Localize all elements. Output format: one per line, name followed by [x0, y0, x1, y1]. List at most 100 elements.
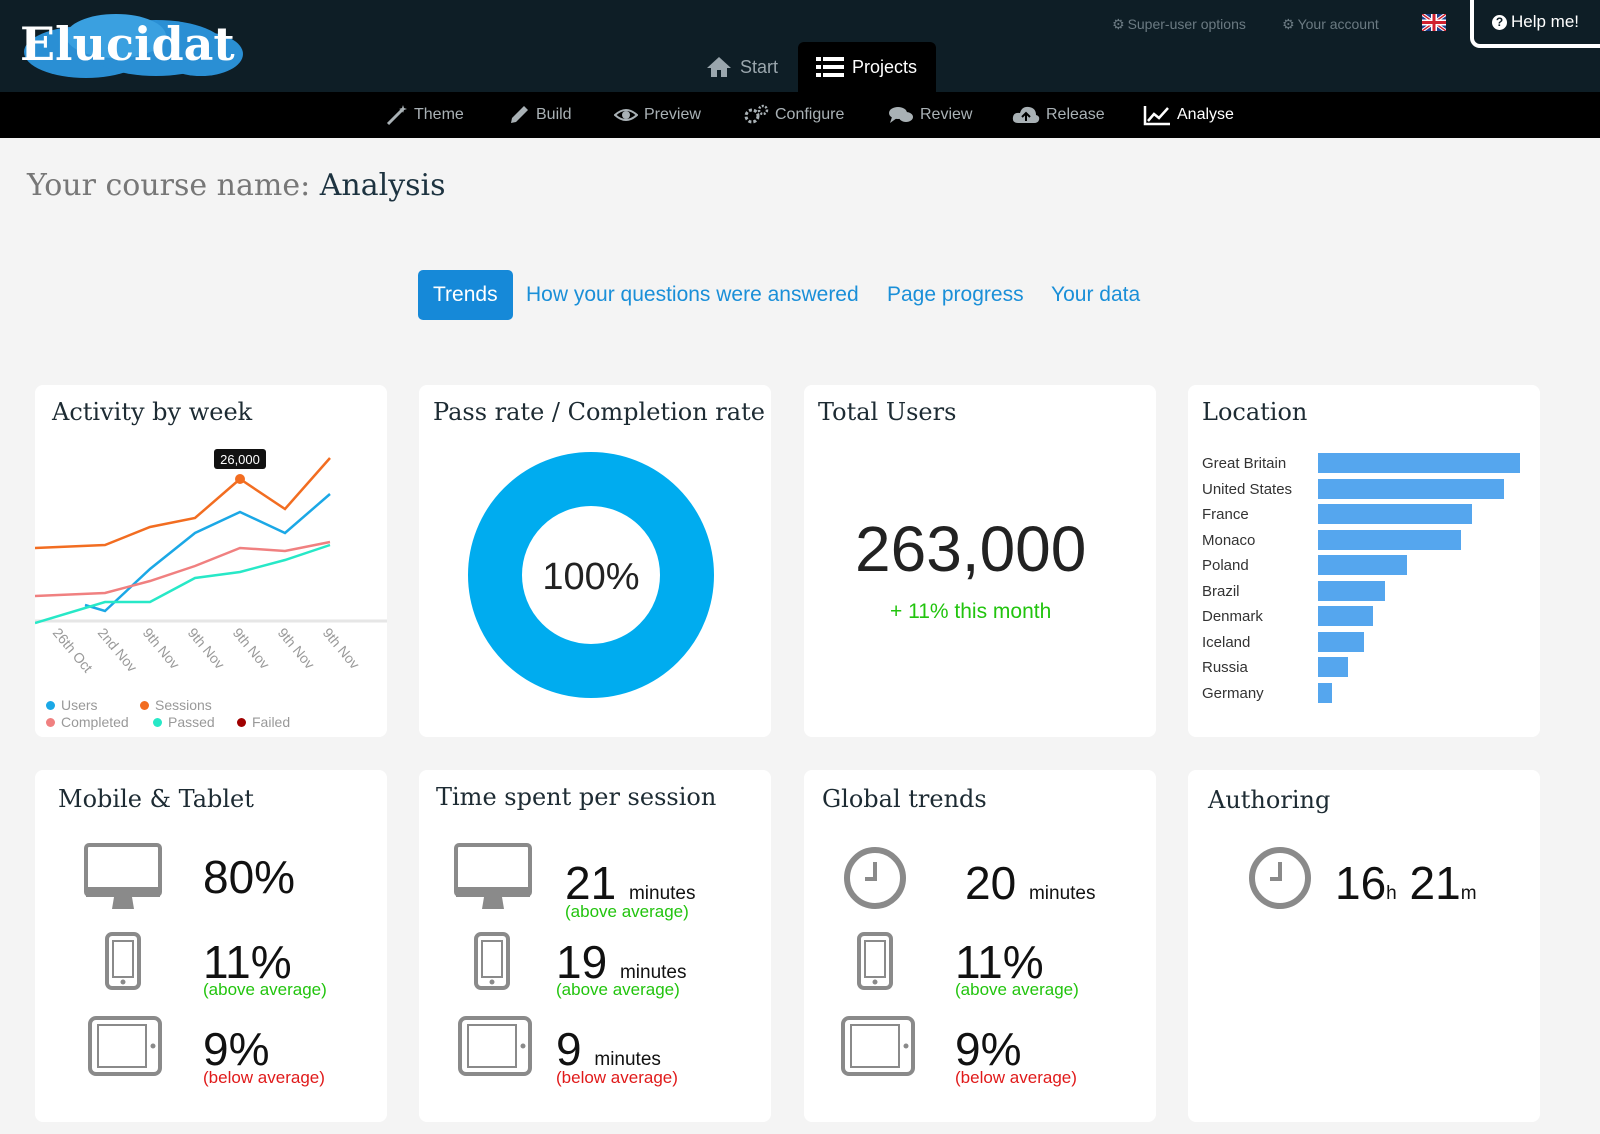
legend-sessions[interactable]: Sessions [140, 697, 212, 713]
total-users-card [804, 385, 1156, 737]
legend-dot [153, 718, 162, 727]
nav-configure[interactable]: Configure [743, 92, 844, 138]
tablet-icon [841, 1016, 915, 1076]
authoring-title: Authoring [1208, 786, 1331, 814]
nav-preview[interactable]: Preview [614, 92, 701, 138]
mobile-phone-value: 11% [203, 936, 292, 988]
gear-icon: ⚙ [1112, 16, 1125, 32]
line-chart-icon [1143, 106, 1170, 126]
tab-questions-answered[interactable]: How your questions were answered [526, 283, 859, 306]
mobile-tablet-title: Mobile & Tablet [58, 785, 254, 813]
pass-rate-title: Pass rate / Completion rate [433, 398, 765, 426]
home-icon [707, 57, 731, 77]
time-spent-title: Time spent per session [436, 783, 717, 811]
cloud-upload-icon [1012, 106, 1040, 123]
nav-analyse[interactable]: Analyse [1143, 92, 1234, 138]
svg-text:Elucidat: Elucidat [20, 17, 235, 71]
location-label: Iceland [1202, 633, 1251, 651]
location-bar[interactable] [1318, 606, 1373, 626]
global-time-value: 20 minutes [965, 857, 1096, 909]
help-button[interactable]: ? Help me! [1470, 0, 1600, 48]
series-line-sessions[interactable] [35, 457, 331, 550]
tab-start[interactable]: Start [688, 42, 796, 92]
total-users-change: + 11% this month [890, 600, 1052, 623]
legend-completed[interactable]: Completed [46, 714, 153, 730]
phone-icon [105, 932, 141, 990]
location-bar[interactable] [1318, 504, 1472, 524]
nav-theme[interactable]: Theme [386, 92, 464, 138]
location-bar[interactable] [1318, 580, 1385, 601]
location-bar[interactable] [1318, 453, 1520, 473]
nav-review[interactable]: Review [888, 92, 972, 138]
desktop-icon [84, 843, 162, 909]
mobile-tablet-card [35, 770, 387, 1122]
time-desktop-note: (above average) [565, 902, 689, 921]
legend-passed[interactable]: Passed [153, 714, 237, 730]
tooltip-box [214, 449, 266, 469]
tab-your-data[interactable]: Your data [1051, 283, 1141, 306]
location-bar[interactable] [1318, 555, 1407, 575]
question-icon: ? [1492, 15, 1507, 30]
location-bar[interactable] [1318, 478, 1504, 499]
phone-icon [857, 932, 893, 990]
legend-users[interactable]: Users [46, 697, 140, 713]
clock-icon [1249, 847, 1311, 909]
page-title: Your course name: Analysis [27, 168, 446, 203]
nav-release[interactable]: Release [1012, 92, 1105, 138]
clock-icon [844, 847, 906, 909]
location-label: Monaco [1202, 531, 1256, 549]
x-tick-label: 2nd Nov [95, 625, 141, 675]
location-label: Germany [1202, 684, 1264, 702]
donut-value: 100% [542, 556, 639, 598]
legend-failed[interactable]: Failed [237, 714, 290, 730]
elucidat-logo[interactable]: Elucidat [16, 8, 246, 80]
global-tablet-note: (below average) [955, 1068, 1077, 1087]
global-phone-value: 11% [955, 936, 1044, 988]
phone-icon [474, 932, 510, 990]
time-phone-value: 19 minutes [556, 936, 687, 988]
location-bar[interactable] [1318, 529, 1462, 550]
legend-dot [46, 718, 55, 727]
location-label: Poland [1202, 557, 1249, 574]
tab-trends[interactable]: Trends [418, 270, 513, 320]
series-line-completed[interactable] [35, 540, 331, 598]
tablet-icon [88, 1016, 162, 1076]
mobile-tablet-value: 9% [203, 1023, 270, 1075]
x-tick-label: 9th Nov [185, 625, 228, 672]
nav-build[interactable]: Build [508, 92, 572, 138]
location-label: Brazil [1202, 582, 1240, 600]
x-tick-label: 9th Nov [140, 625, 183, 672]
total-users-value: 263,000 [855, 513, 1087, 585]
mobile-phone-note: (above average) [203, 980, 327, 999]
series-line-users[interactable] [84, 493, 331, 613]
global-tablet-value: 9% [955, 1023, 1022, 1075]
x-tick-label: 9th Nov [275, 625, 318, 672]
tablet-icon [458, 1016, 532, 1076]
global-trends-card [804, 770, 1156, 1122]
location-title: Location [1202, 398, 1308, 426]
time-phone-note: (above average) [556, 980, 680, 999]
series-line-passed[interactable] [35, 543, 331, 625]
legend-dot [46, 701, 55, 710]
time-tablet-note: (below average) [556, 1068, 678, 1087]
location-bar[interactable] [1318, 631, 1365, 652]
location-bar[interactable] [1318, 657, 1349, 677]
total-users-title: Total Users [818, 398, 957, 426]
desktop-icon [454, 843, 532, 909]
mobile-tablet-note: (below average) [203, 1068, 325, 1087]
time-desktop-value: 21 minutes [565, 857, 696, 909]
gears-icon [744, 104, 769, 124]
activity-legend: Users Sessions Completed Passed Failed [46, 697, 290, 730]
tab-projects[interactable]: Projects [798, 42, 936, 92]
comments-icon [889, 107, 913, 123]
super-user-options-link[interactable]: ⚙ Super-user options [1112, 16, 1246, 32]
x-tick-label: 9th Nov [320, 625, 363, 672]
highlight-point[interactable] [235, 474, 245, 484]
location-bar[interactable] [1318, 682, 1333, 703]
tooltip-value: 26,000 [220, 452, 260, 467]
your-account-link[interactable]: ⚙ Your account [1282, 16, 1379, 32]
uk-flag-icon[interactable] [1422, 14, 1446, 31]
tab-page-progress[interactable]: Page progress [887, 283, 1024, 306]
location-label: France [1202, 506, 1249, 523]
